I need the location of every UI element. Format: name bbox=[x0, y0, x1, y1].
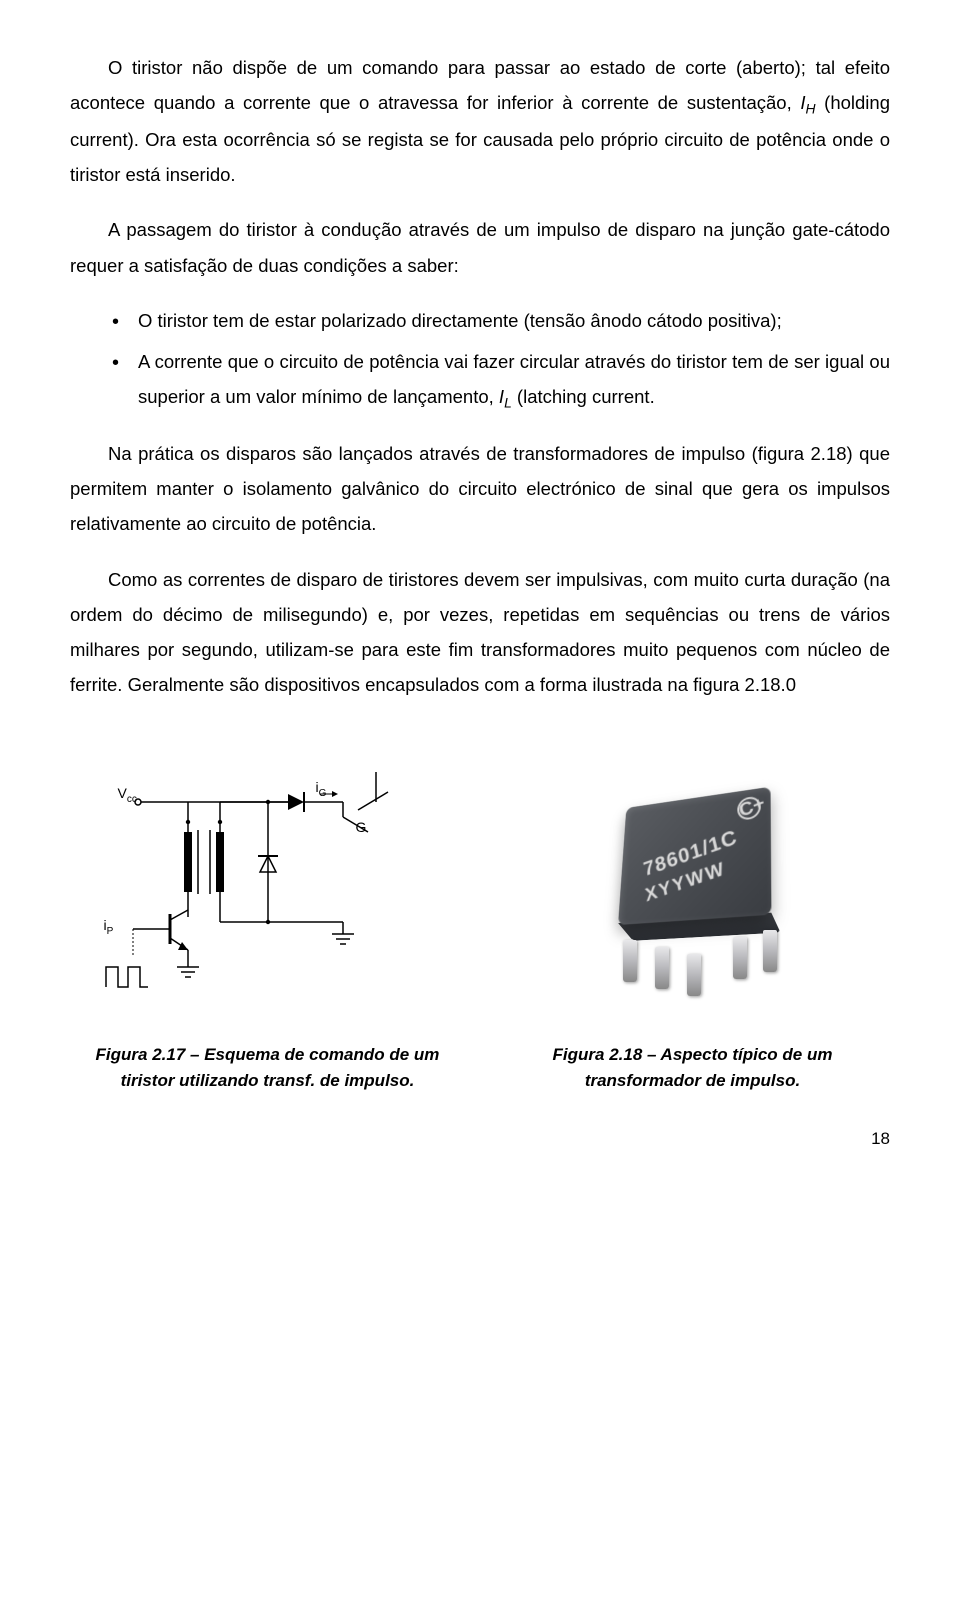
bullet-1-text: O tiristor tem de estar polarizado direc… bbox=[138, 310, 782, 331]
p2-text: A passagem do tiristor à condução atravé… bbox=[70, 219, 890, 275]
logo-marking: C+ bbox=[735, 794, 763, 823]
component-pin bbox=[733, 937, 747, 979]
caption-left-line1: Figura 2.17 – Esquema de comando de um bbox=[96, 1045, 440, 1064]
condition-list: O tiristor tem de estar polarizado direc… bbox=[112, 303, 890, 416]
ip-sub: P bbox=[107, 926, 114, 937]
component-pin bbox=[655, 947, 669, 989]
figure-right-column: C+ 78601/1C XYYWW Figura 2.18 – Aspecto … bbox=[495, 772, 890, 1093]
figure-left-column: Vcc iG G iP Figura 2.17 – Esquema de com… bbox=[70, 762, 465, 1093]
list-item: O tiristor tem de estar polarizado direc… bbox=[112, 303, 890, 338]
schematic-diagram: Vcc iG G iP bbox=[88, 762, 448, 1002]
bullet-2-b: (latching current. bbox=[512, 386, 655, 407]
caption-right-line2: transformador de impulso. bbox=[585, 1071, 800, 1090]
vcc-sub: cc bbox=[127, 794, 137, 805]
figure-left-caption: Figura 2.17 – Esquema de comando de um t… bbox=[96, 1042, 440, 1093]
caption-left-line2: tiristor utilizando transf. de impulso. bbox=[121, 1071, 415, 1090]
figure-right-caption: Figura 2.18 – Aspecto típico de um trans… bbox=[553, 1042, 833, 1093]
vcc-label: Vcc bbox=[118, 780, 137, 809]
component-pin bbox=[763, 930, 777, 972]
figures-row: Vcc iG G iP Figura 2.17 – Esquema de com… bbox=[70, 762, 890, 1093]
paragraph-1: O tiristor não dispõe de um comando para… bbox=[70, 50, 890, 192]
paragraph-2: A passagem do tiristor à condução atravé… bbox=[70, 212, 890, 282]
list-item: A corrente que o circuito de potência va… bbox=[112, 344, 890, 416]
caption-right-line1: Figura 2.18 – Aspecto típico de um bbox=[553, 1045, 833, 1064]
vcc-text: V bbox=[118, 785, 127, 801]
p1-symbol-sub: H bbox=[806, 101, 816, 117]
g-text: G bbox=[356, 819, 367, 835]
chip-body: C+ 78601/1C XYYWW bbox=[618, 787, 771, 925]
p1-text-a: O tiristor não dispõe de um comando para… bbox=[70, 57, 890, 113]
g-label: G bbox=[356, 814, 367, 841]
page-number: 18 bbox=[70, 1123, 890, 1155]
paragraph-3: Na prática os disparos são lançados atra… bbox=[70, 436, 890, 541]
pulse-transformer-image: C+ 78601/1C XYYWW bbox=[563, 772, 823, 1002]
p4-text: Como as correntes de disparo de tiristor… bbox=[70, 569, 890, 695]
bullet-2-sub: L bbox=[504, 395, 512, 411]
component-pin bbox=[687, 954, 701, 996]
ip-label: iP bbox=[104, 912, 114, 941]
ig-sub: G bbox=[319, 788, 327, 799]
ig-label: iG bbox=[316, 774, 327, 803]
chip-top-face: C+ 78601/1C XYYWW bbox=[618, 787, 771, 925]
p3-text: Na prática os disparos são lançados atra… bbox=[70, 443, 890, 534]
schematic-svg bbox=[88, 762, 448, 1002]
component-pin bbox=[623, 940, 637, 982]
paragraph-4: Como as correntes de disparo de tiristor… bbox=[70, 562, 890, 703]
